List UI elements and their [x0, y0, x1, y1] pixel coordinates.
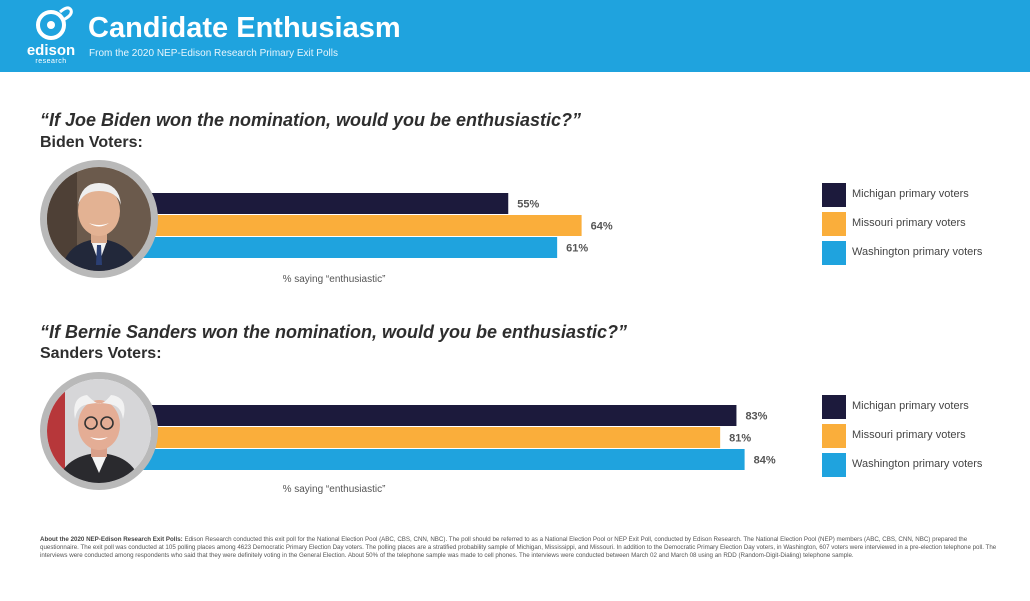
edison-logo: edison research	[22, 6, 80, 68]
sanders-value-label-michigan: 83%	[745, 411, 767, 423]
legend-swatch-washington	[822, 241, 846, 265]
legend-label-washington: Washington primary voters	[852, 246, 983, 258]
biden-value-label-missouri: 64%	[591, 221, 613, 233]
sanders-photo-icon	[47, 379, 151, 483]
sanders-bar-missouri	[60, 427, 721, 448]
legend-label-washington: Washington primary voters	[852, 458, 983, 470]
sanders-group-label: Sanders Voters:	[40, 345, 162, 362]
biden-question: “If Joe Biden won the nomination, would …	[40, 110, 582, 130]
legend-label-michigan: Michigan primary voters	[852, 400, 969, 412]
biden-photo-icon	[47, 167, 151, 271]
logo-subtext: research	[35, 58, 67, 65]
footnote-text: Edison Research conducted this exit poll…	[40, 536, 997, 560]
biden-axis-label: % saying “enthusiastic”	[282, 274, 386, 285]
legend-label-michigan: Michigan primary voters	[852, 188, 969, 200]
sanders-bar-washington	[60, 449, 745, 470]
sanders-portrait	[40, 372, 158, 490]
sanders-question: “If Bernie Sanders won the nomination, w…	[40, 322, 628, 342]
page-subtitle: From the 2020 NEP-Edison Research Primar…	[89, 48, 338, 59]
biden-bar-michigan	[60, 193, 509, 214]
sanders-axis-label: % saying “enthusiastic”	[282, 484, 386, 495]
legend-swatch-missouri	[822, 212, 846, 236]
biden-bar-washington	[60, 237, 558, 258]
legend-swatch-washington	[822, 453, 846, 477]
biden-bar-missouri	[60, 215, 582, 236]
biden-portrait	[40, 160, 158, 278]
legend-swatch-michigan	[822, 183, 846, 207]
legend-label-missouri: Missouri primary voters	[852, 217, 966, 229]
legend-swatch-missouri	[822, 424, 846, 448]
page-title: Candidate Enthusiasm	[88, 12, 401, 44]
edison-logo-icon	[36, 6, 73, 40]
header-banner: edison research Candidate Enthusiasm Fro…	[0, 0, 1030, 72]
legend-label-missouri: Missouri primary voters	[852, 429, 966, 441]
logo-wordmark: edison	[26, 42, 76, 59]
biden-value-label-washington: 61%	[566, 243, 588, 255]
sanders-value-label-washington: 84%	[754, 455, 776, 467]
sanders-value-label-missouri: 81%	[729, 433, 751, 445]
sanders-bar-michigan	[60, 405, 737, 426]
methodology-footnote: About the 2020 NEP-Edison Research Exit …	[40, 536, 1000, 561]
footnote-heading: About the 2020 NEP-Edison Research Exit …	[40, 536, 183, 543]
biden-group-label: Biden Voters:	[40, 134, 143, 151]
legend-swatch-michigan	[822, 395, 846, 419]
biden-value-label-michigan: 55%	[517, 199, 539, 211]
